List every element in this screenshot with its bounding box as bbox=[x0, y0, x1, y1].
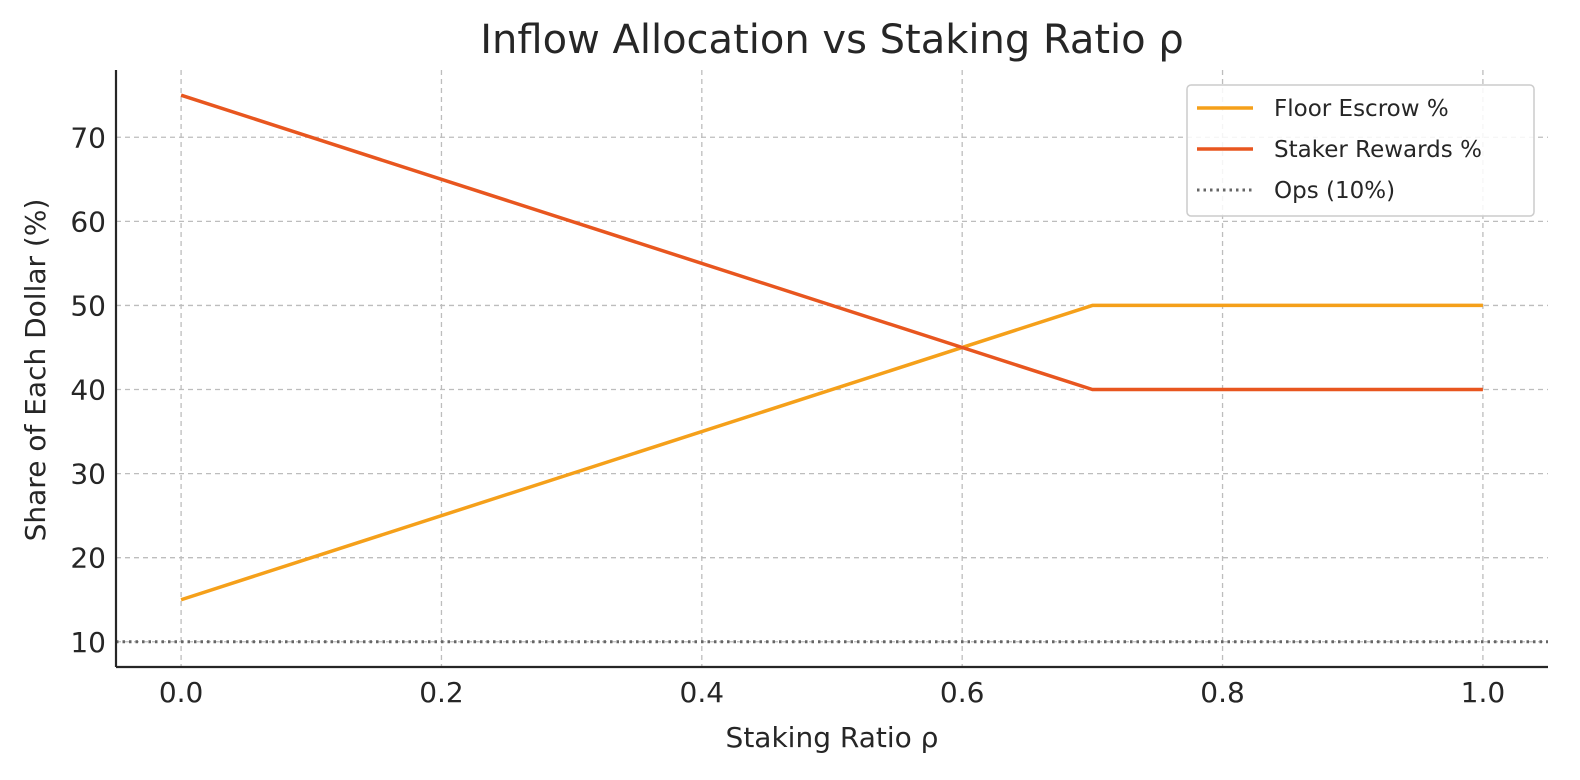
legend-box bbox=[1186, 84, 1535, 217]
tick-labels: 0.0 0.2 0.4 0.6 0.8 1.0 10 20 30 40 50 60 70 bbox=[70, 121, 1505, 709]
axes bbox=[114, 70, 1548, 669]
series-line-staker-rewards bbox=[180, 93, 1483, 392]
x-tick-label: 0.4 bbox=[680, 676, 725, 709]
legend-label-floor-escrow: Floor Escrow % bbox=[1274, 96, 1449, 122]
y-tick-label: 40 bbox=[70, 374, 106, 407]
legend: Floor Escrow % Staker Rewards % Ops (10%) bbox=[1186, 84, 1535, 217]
x-tick-label: 1.0 bbox=[1461, 676, 1506, 709]
x-tick-label: 0.0 bbox=[159, 676, 204, 709]
y-axis-label: Share of Each Dollar (%) bbox=[19, 199, 52, 542]
series-line-floor-escrow bbox=[180, 303, 1483, 602]
y-tick-label: 20 bbox=[70, 542, 106, 575]
y-tick-label: 30 bbox=[70, 458, 106, 491]
series-lines bbox=[116, 93, 1548, 644]
legend-label-ops-10: Ops (10%) bbox=[1274, 178, 1395, 204]
y-tick-label: 50 bbox=[70, 289, 106, 322]
x-tick-label: 0.8 bbox=[1200, 676, 1245, 709]
y-tick-label: 70 bbox=[70, 121, 106, 154]
legend-label-staker-rewards: Staker Rewards % bbox=[1274, 137, 1482, 163]
x-tick-label: 0.6 bbox=[940, 676, 985, 709]
y-tick-label: 10 bbox=[70, 626, 106, 659]
x-tick-label: 0.2 bbox=[419, 676, 464, 709]
y-tick-label: 60 bbox=[70, 205, 106, 238]
x-axis-label: Staking Ratio ρ bbox=[726, 721, 939, 754]
chart-title: Inflow Allocation vs Staking Ratio ρ bbox=[480, 17, 1184, 63]
